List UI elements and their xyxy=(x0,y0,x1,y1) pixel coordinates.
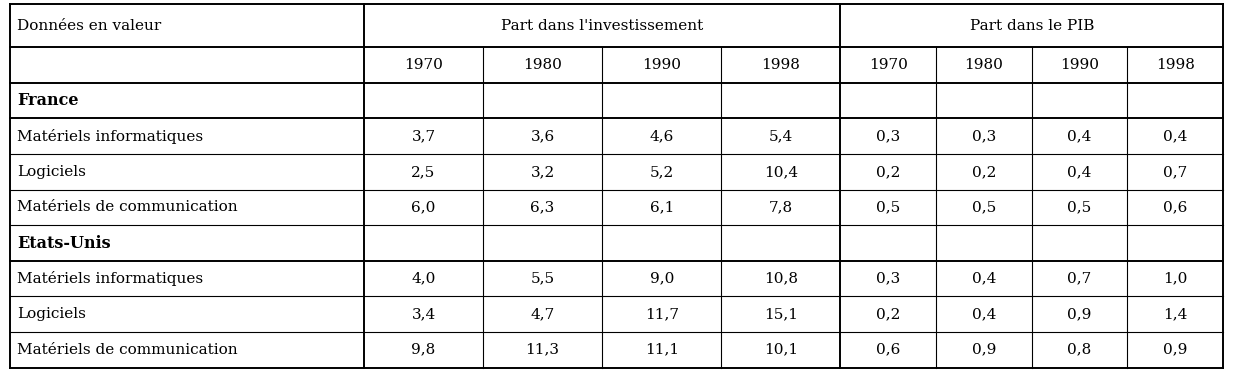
Text: Données en valeur: Données en valeur xyxy=(17,19,162,33)
Text: Part dans l'investissement: Part dans l'investissement xyxy=(501,19,703,33)
Text: 0,4: 0,4 xyxy=(1068,165,1091,179)
Text: 0,6: 0,6 xyxy=(1163,201,1187,214)
Text: 0,4: 0,4 xyxy=(972,272,996,286)
Text: 0,9: 0,9 xyxy=(1068,307,1091,321)
Text: 3,7: 3,7 xyxy=(412,129,435,143)
Text: 0,4: 0,4 xyxy=(1163,129,1187,143)
Text: 1,4: 1,4 xyxy=(1163,307,1187,321)
Text: 11,7: 11,7 xyxy=(645,307,678,321)
Text: 0,2: 0,2 xyxy=(877,307,900,321)
Text: 4,0: 4,0 xyxy=(412,272,435,286)
Text: 4,7: 4,7 xyxy=(530,307,555,321)
Text: 1980: 1980 xyxy=(523,58,562,72)
Text: 0,4: 0,4 xyxy=(972,307,996,321)
Text: 0,2: 0,2 xyxy=(877,165,900,179)
Text: 0,5: 0,5 xyxy=(877,201,900,214)
Text: Matériels informatiques: Matériels informatiques xyxy=(17,129,203,144)
Text: 0,3: 0,3 xyxy=(877,272,900,286)
Text: Logiciels: Logiciels xyxy=(17,307,86,321)
Text: Matériels de communication: Matériels de communication xyxy=(17,201,238,214)
Text: 10,4: 10,4 xyxy=(763,165,798,179)
Text: 0,3: 0,3 xyxy=(877,129,900,143)
Text: 6,3: 6,3 xyxy=(530,201,555,214)
Text: 6,0: 6,0 xyxy=(412,201,435,214)
Text: 0,8: 0,8 xyxy=(1068,343,1091,357)
Text: 1990: 1990 xyxy=(1060,58,1099,72)
Text: 0,3: 0,3 xyxy=(972,129,996,143)
Text: 1998: 1998 xyxy=(1155,58,1195,72)
Text: 15,1: 15,1 xyxy=(764,307,798,321)
Text: 5,5: 5,5 xyxy=(530,272,555,286)
Text: 0,7: 0,7 xyxy=(1068,272,1091,286)
Text: Part dans le PIB: Part dans le PIB xyxy=(969,19,1094,33)
Text: 0,9: 0,9 xyxy=(1163,343,1187,357)
Text: Etats-Unis: Etats-Unis xyxy=(17,234,111,251)
Text: 10,1: 10,1 xyxy=(763,343,798,357)
Text: 1990: 1990 xyxy=(642,58,682,72)
Text: 0,4: 0,4 xyxy=(1068,129,1091,143)
Text: 6,1: 6,1 xyxy=(650,201,674,214)
Text: 3,4: 3,4 xyxy=(412,307,435,321)
Text: 0,5: 0,5 xyxy=(1068,201,1091,214)
Text: 0,9: 0,9 xyxy=(972,343,996,357)
Text: 0,2: 0,2 xyxy=(972,165,996,179)
Text: Matériels informatiques: Matériels informatiques xyxy=(17,271,203,286)
Text: 2,5: 2,5 xyxy=(412,165,435,179)
Text: 10,8: 10,8 xyxy=(764,272,798,286)
Text: 0,6: 0,6 xyxy=(877,343,900,357)
Text: 1970: 1970 xyxy=(869,58,907,72)
Text: 1,0: 1,0 xyxy=(1163,272,1187,286)
Text: 1980: 1980 xyxy=(964,58,1004,72)
Text: 1970: 1970 xyxy=(404,58,443,72)
Text: 7,8: 7,8 xyxy=(769,201,793,214)
Text: 5,4: 5,4 xyxy=(768,129,793,143)
Text: 0,5: 0,5 xyxy=(972,201,996,214)
Text: 1998: 1998 xyxy=(762,58,800,72)
Text: 3,6: 3,6 xyxy=(530,129,555,143)
Text: 9,0: 9,0 xyxy=(650,272,674,286)
Text: Logiciels: Logiciels xyxy=(17,165,86,179)
Text: 5,2: 5,2 xyxy=(650,165,674,179)
Text: 11,1: 11,1 xyxy=(645,343,679,357)
Text: Matériels de communication: Matériels de communication xyxy=(17,343,238,357)
Text: 4,6: 4,6 xyxy=(650,129,674,143)
Text: 3,2: 3,2 xyxy=(530,165,555,179)
Text: France: France xyxy=(17,92,79,109)
Text: 0,7: 0,7 xyxy=(1163,165,1187,179)
Text: 11,3: 11,3 xyxy=(525,343,560,357)
Text: 9,8: 9,8 xyxy=(412,343,435,357)
